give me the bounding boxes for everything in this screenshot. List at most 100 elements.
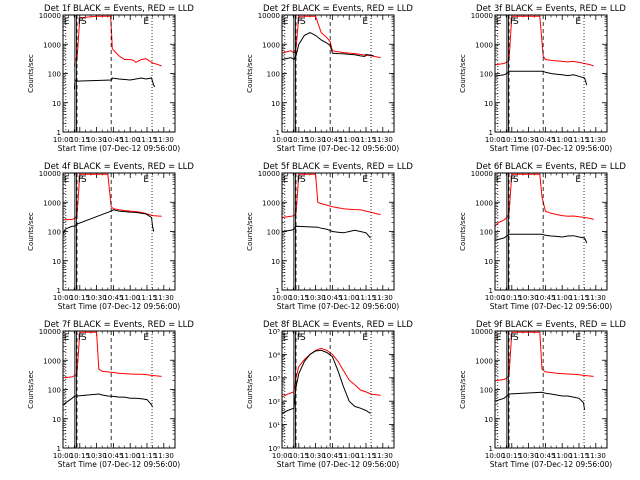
y-tick-label: 10000 [258, 170, 280, 178]
marker-letter: E [143, 17, 149, 27]
y-tick-label: 100 [48, 71, 61, 79]
y-axis-label: Counts/sec [459, 54, 467, 93]
x-tick-label: 10:30 [306, 294, 326, 302]
marker-letter: E [64, 17, 70, 27]
x-tick-label: 10:45 [103, 452, 123, 460]
y-tick-label: 10 [52, 258, 61, 266]
x-tick-label: 11:30 [586, 136, 606, 144]
x-tick-label: 11:15 [356, 294, 376, 302]
x-tick-label: 10:15 [289, 294, 309, 302]
x-tick-label: 10:15 [70, 452, 90, 460]
plot-frame [62, 14, 176, 133]
x-tick-label: 10:15 [70, 294, 90, 302]
plot-frame [281, 172, 395, 291]
x-axis-label: Start Time (07-Dec-12 09:56:00) [490, 144, 612, 153]
plot-area [282, 173, 381, 290]
x-tick-label: 11:15 [569, 294, 589, 302]
marker-letter: S [513, 175, 519, 185]
y-tick-label: 100 [267, 229, 280, 237]
y-tick-label: 10 [484, 258, 493, 266]
y-tick-label: 1000 [262, 199, 280, 207]
plot-area [282, 15, 381, 132]
y-tick-label: 10³ [268, 375, 280, 383]
x-axis-label: Start Time (07-Dec-12 09:56:00) [277, 144, 399, 153]
marker-letter: F [297, 175, 302, 185]
x-tick-label: 11:30 [373, 294, 393, 302]
marker-letter: E [496, 17, 502, 27]
x-tick-label: 11:15 [137, 294, 157, 302]
x-tick-label: 10:15 [289, 136, 309, 144]
y-tick-label: 1 [276, 129, 280, 137]
plot-area [63, 173, 162, 290]
x-tick-label: 10:30 [519, 452, 539, 460]
x-tick-label: 10:45 [322, 452, 342, 460]
x-tick-label: 11:30 [154, 452, 174, 460]
marker-letter: E [362, 17, 368, 27]
x-tick-label: 10:00 [53, 294, 73, 302]
marker-letter: E [283, 17, 289, 27]
marker-letter: F [510, 175, 515, 185]
y-axis-label: Counts/sec [27, 54, 35, 93]
y-tick-label: 100 [267, 71, 280, 79]
panel-title: Det 9f BLACK = Events, RED = LLD [476, 320, 626, 330]
x-tick-label: 10:15 [289, 452, 309, 460]
x-axis-label: Start Time (07-Dec-12 09:56:00) [277, 302, 399, 311]
plot-frame [494, 330, 608, 449]
plot-frame [62, 330, 176, 449]
detector-panel-3: Det 3f BLACK = Events, RED = LLD 1 10 100 10… [459, 4, 626, 153]
marker-letter: F [78, 333, 83, 343]
panel-title: Det 7f BLACK = Events, RED = LLD [44, 320, 194, 330]
x-tick-label: 10:00 [485, 136, 505, 144]
y-tick-label: 10 [52, 100, 61, 108]
x-tick-label: 11:30 [586, 294, 606, 302]
plot-frame [494, 14, 608, 133]
x-tick-label: 10:00 [485, 452, 505, 460]
series-line-lld [495, 173, 594, 227]
x-tick-label: 10:00 [485, 294, 505, 302]
y-tick-label: 100 [480, 229, 493, 237]
y-tick-label: 10 [484, 100, 493, 108]
marker-letter: S [81, 17, 87, 27]
x-tick-label: 11:00 [339, 452, 359, 460]
x-axis-label: Start Time (07-Dec-12 09:56:00) [58, 302, 180, 311]
detector-panel-2: Det 2f BLACK = Events, RED = LLD 1 10 100 10… [246, 4, 413, 153]
marker-letter: E [575, 17, 581, 27]
x-tick-label: 10:15 [502, 294, 522, 302]
marker-letter: F [510, 17, 515, 27]
plot-area [495, 173, 594, 290]
x-tick-label: 10:45 [535, 452, 555, 460]
detector-panel-5: Det 5f BLACK = Events, RED = LLD 1 10 100 10… [246, 162, 413, 311]
plot-frame [494, 172, 608, 291]
x-tick-label: 10:15 [502, 452, 522, 460]
detector-panel-1: Det 1f BLACK = Events, RED = LLD 1 10 100 10… [27, 4, 194, 153]
panel-title: Det 5f BLACK = Events, RED = LLD [263, 162, 413, 172]
x-tick-label: 10:45 [103, 136, 123, 144]
detector-panel-9: Det 9f BLACK = Events, RED = LLD 1 10 100 10… [459, 320, 626, 469]
detector-panel-6: Det 6f BLACK = Events, RED = LLD 1 10 100 10… [459, 162, 626, 311]
x-tick-label: 10:45 [322, 294, 342, 302]
y-tick-label: 10000 [39, 328, 61, 336]
x-tick-label: 10:30 [519, 294, 539, 302]
x-tick-label: 11:30 [154, 294, 174, 302]
x-axis-label: Start Time (07-Dec-12 09:56:00) [277, 460, 399, 469]
marker-letter: S [81, 333, 87, 343]
y-tick-label: 1000 [43, 41, 61, 49]
x-tick-label: 11:30 [373, 136, 393, 144]
y-tick-label: 10000 [471, 328, 493, 336]
plot-frame [281, 330, 395, 449]
x-tick-label: 10:45 [535, 136, 555, 144]
marker-letter: E [143, 175, 149, 185]
y-tick-label: 1000 [43, 199, 61, 207]
x-tick-label: 10:00 [53, 452, 73, 460]
y-axis-label: Counts/sec [27, 212, 35, 251]
x-tick-label: 10:30 [519, 136, 539, 144]
marker-letter: F [297, 333, 302, 343]
panel-title: Det 8f BLACK = Events, RED = LLD [263, 320, 413, 330]
y-tick-label: 1 [57, 445, 61, 453]
x-tick-label: 11:15 [356, 452, 376, 460]
x-axis-label: Start Time (07-Dec-12 09:56:00) [490, 460, 612, 469]
marker-letter: E [283, 175, 289, 185]
marker-letter: E [143, 333, 149, 343]
series-line-events [282, 225, 371, 239]
